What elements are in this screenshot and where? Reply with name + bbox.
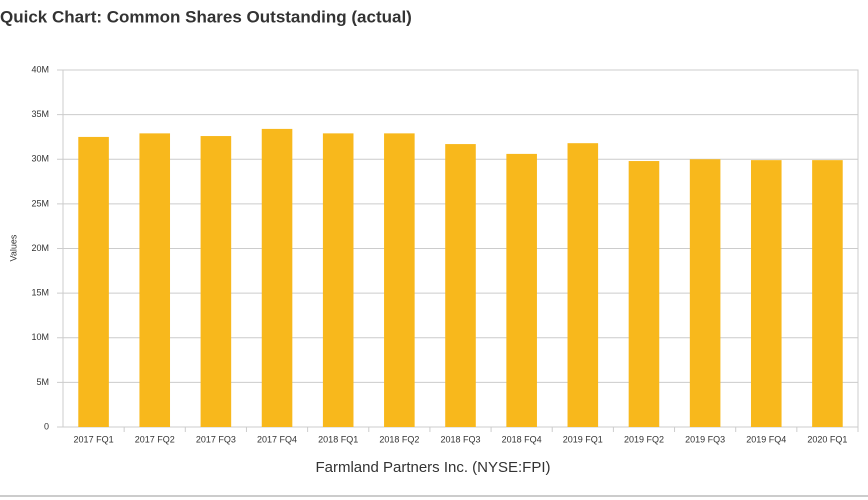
x-tick-label: 2018 FQ3 [440,434,480,444]
y-tick-label: 35M [31,109,49,119]
x-tick-label: 2018 FQ2 [379,434,419,444]
bar [506,153,537,427]
bar [689,159,721,427]
bar [567,143,599,427]
y-axis-label: Values [8,234,18,261]
y-tick-label: 5M [36,377,49,387]
chart-title: Quick Chart: Common Shares Outstanding (… [0,7,412,26]
x-tick-label: 2019 FQ3 [685,434,725,444]
y-tick-label: 40M [31,64,49,74]
x-tick-label: 2020 FQ1 [807,434,847,444]
chart-subtitle: Farmland Partners Inc. (NYSE:FPI) [315,459,550,476]
x-tick-label: 2017 FQ1 [74,434,114,444]
x-tick-label: 2017 FQ2 [135,434,175,444]
x-tick-label: 2017 FQ3 [196,434,236,444]
bar [750,160,782,427]
bar [139,133,171,427]
y-tick-label: 20M [31,243,49,253]
bar [261,128,293,427]
y-tick-label: 10M [31,332,49,342]
bar [445,144,476,427]
x-tick-label: 2019 FQ2 [624,434,664,444]
y-tick-label: 0 [44,421,49,431]
x-tick-label: 2019 FQ4 [746,434,786,444]
y-tick-label: 25M [31,198,49,208]
x-tick-label: 2017 FQ4 [257,434,297,444]
bar [322,133,354,427]
y-tick-label: 15M [31,288,49,298]
x-tick-label: 2018 FQ4 [502,434,542,444]
y-tick-label: 30M [31,154,49,164]
bar [384,133,415,427]
bar [812,160,843,427]
bar [78,136,109,427]
bar [200,136,232,428]
bar [628,161,660,427]
x-tick-label: 2019 FQ1 [563,434,603,444]
x-tick-label: 2018 FQ1 [318,434,358,444]
